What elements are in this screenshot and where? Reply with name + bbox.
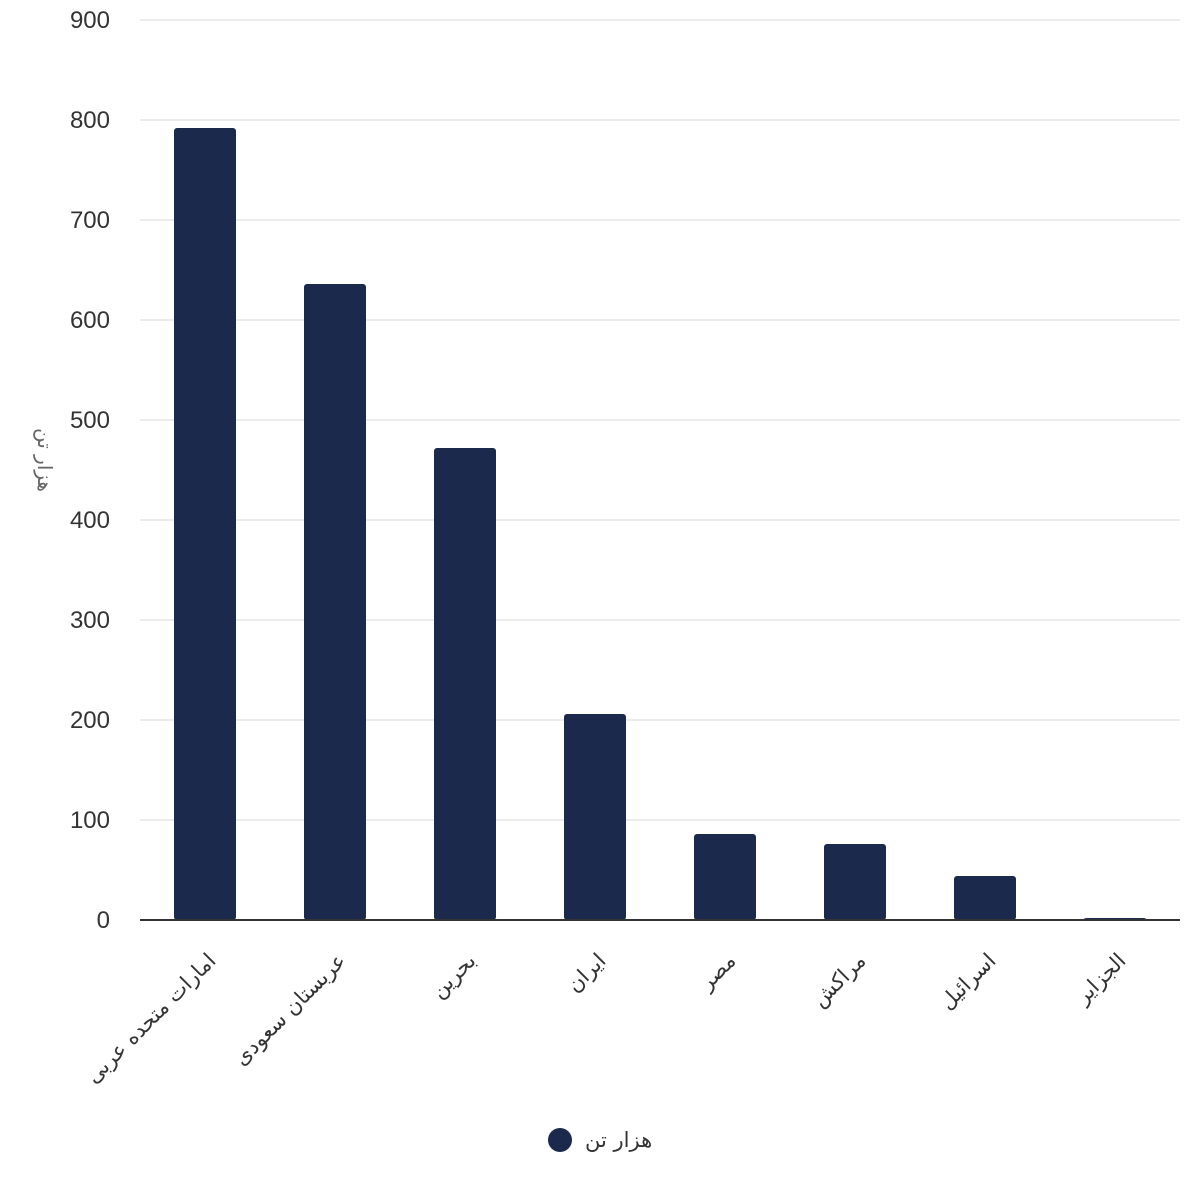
bar[interactable] xyxy=(434,448,496,920)
x-category-label: ایران xyxy=(562,949,610,997)
bar[interactable] xyxy=(564,714,626,920)
x-category-label: بحرین xyxy=(426,949,480,1003)
legend[interactable]: هزار تن xyxy=(548,1128,652,1152)
y-tick-label: 200 xyxy=(70,707,110,734)
x-category-label: مراکش xyxy=(807,949,870,1012)
bar[interactable] xyxy=(304,284,366,920)
y-tick-label: 500 xyxy=(70,407,110,434)
y-tick-label: 800 xyxy=(70,107,110,134)
bar[interactable] xyxy=(824,844,886,920)
bar[interactable] xyxy=(954,876,1016,920)
y-tick-label: 600 xyxy=(70,307,110,334)
y-tick-label: 100 xyxy=(70,807,110,834)
x-category-label: اسرائیل xyxy=(935,949,1001,1015)
x-category-label: امارات متحده عربی xyxy=(81,949,220,1088)
x-axis-category-labels: امارات متحده عربی عربستان سعودی بحرین ایران… xyxy=(81,949,1130,1088)
legend-label: هزار تن xyxy=(585,1128,652,1152)
legend-marker-icon xyxy=(548,1128,572,1152)
y-tick-label: 0 xyxy=(97,907,110,934)
y-axis-title: هزار تن xyxy=(33,428,57,492)
y-tick-label: 400 xyxy=(70,507,110,534)
bar[interactable] xyxy=(174,128,236,920)
y-tick-label: 300 xyxy=(70,607,110,634)
y-tick-label: 900 xyxy=(70,7,110,34)
bar[interactable] xyxy=(694,834,756,920)
x-category-label: مصر xyxy=(694,949,741,996)
grid-lines xyxy=(140,19,1180,821)
x-category-label: عربستان سعودی xyxy=(229,949,351,1071)
x-category-label: الجزایر xyxy=(1070,949,1131,1010)
bars xyxy=(174,128,1146,920)
y-axis-ticks: 0 100 200 300 400 500 600 700 800 900 xyxy=(70,7,110,934)
y-tick-label: 700 xyxy=(70,207,110,234)
